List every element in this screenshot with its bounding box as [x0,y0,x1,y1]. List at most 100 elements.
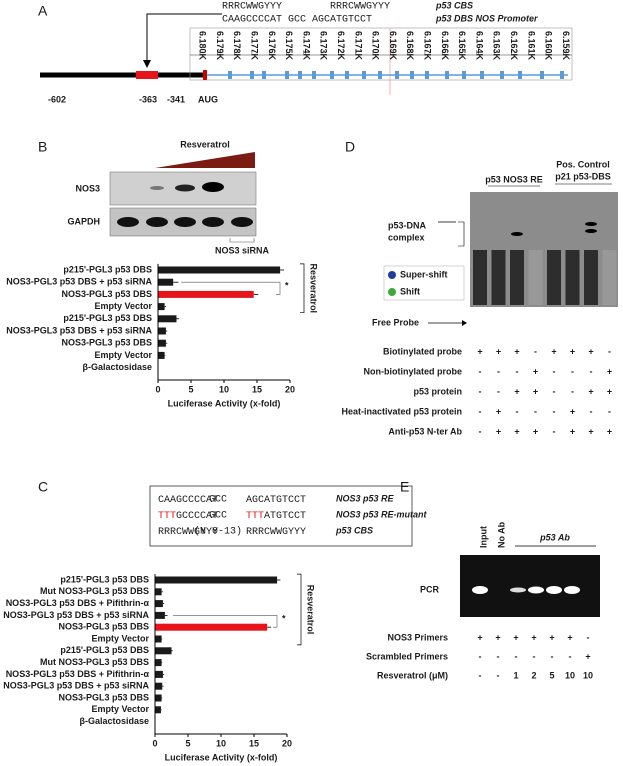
bar [158,327,166,335]
sequence-part: ATGTCCT [264,511,306,522]
bracket-label: Resveratrol [309,264,319,314]
label: 6.170K [371,31,381,61]
label: C [38,479,48,495]
bar [155,611,165,619]
cell: 1 [513,670,518,680]
arrow-line [146,13,222,66]
category-label: Empty Vector [91,704,149,714]
cell: + [588,386,593,396]
x-tick-label: 15 [252,384,262,394]
label: NOS3 siRNA [215,245,270,255]
label: 6.161K [526,31,536,61]
complex-bracket [458,221,465,247]
band [231,217,253,227]
arrow-head [143,60,151,68]
exon [330,71,334,79]
category-label: NOS3-PGL3 p53 DBS [61,289,152,299]
category-label: NOS3-PGL3 p53 DBS [58,692,149,702]
cell: - [553,406,556,416]
bar [158,315,177,323]
category-label: NOS3-PGL3 p53 DBS [61,338,152,348]
sequence-part: AGCATGTCCT [246,495,306,506]
label: 6.174K [301,31,311,61]
label: 6.179K [215,31,225,61]
exon [518,71,522,79]
cell: - [608,346,611,356]
cell: + [477,346,482,356]
x-axis-label: Luciferase Activity (x-fold) [165,752,278,762]
lane [602,250,617,305]
cell: - [479,386,482,396]
sirna-bracket [229,238,255,243]
category-label: Empty Vector [94,301,152,311]
cell: - [534,346,537,356]
label: p21 p53-DBS [555,171,611,181]
cell: + [567,632,572,642]
sequence: RRRCWWGYYY [246,527,306,538]
cell: + [549,632,554,642]
label: -602 [48,94,66,104]
label: p53 Ab [539,532,570,542]
bar [155,694,162,702]
x-tick-label: 5 [185,738,190,748]
row-label: Biotinylated probe [383,346,462,356]
cell: - [608,406,611,416]
row-label: Heat-inactivated p53 protein [341,406,462,416]
cell: + [533,426,538,436]
cell: + [607,426,612,436]
lane [473,250,487,305]
label: CAAGCCCCAT GCC AGCATGTCCT [222,15,372,26]
exon [462,71,466,79]
category-label: p215'-PGL3 p53 DBS [60,645,149,655]
band [175,184,195,192]
exon [250,71,254,79]
category-label: NOS3-PGL3 p53 DBS [58,622,149,632]
bar [158,266,281,274]
arrow-head [462,320,467,326]
label: 6.172K [336,31,346,61]
label: D [345,139,355,155]
exon [298,71,302,79]
cell: + [477,632,482,642]
x-axis-label: Luciferase Activity (x-fold) [168,398,281,408]
band [117,217,139,227]
label: complex [388,232,425,242]
exon [395,71,399,79]
cell: - [587,632,590,642]
category-label: β-Galactosidase [79,716,149,726]
cell: - [479,651,482,661]
cell: + [607,386,612,396]
cell: - [571,386,574,396]
label: GCC [209,511,227,522]
cell: - [553,366,556,376]
bar [158,351,165,359]
band [202,182,224,192]
cell: 5 [549,670,554,680]
label: (N 0-13) [194,526,242,538]
exon [560,71,564,79]
label: 6.168K [405,31,415,61]
emsa-lanes [473,222,617,305]
band [546,586,562,594]
x-tick-label: 10 [219,384,229,394]
exon [312,71,316,79]
bar [158,278,174,286]
bar [155,659,162,667]
bar [158,290,254,298]
label: p53 CBS [435,0,473,10]
cell: + [607,366,612,376]
cell: - [590,406,593,416]
category-label: Mut NOS3-PGL3 p53 DBS [40,586,149,596]
bar [158,339,166,347]
category-label: NOS3-PGL3 p53 DBS + p53 siRNA [3,681,149,691]
label: -341 [167,94,185,104]
band [146,217,168,227]
x-tick-label: 15 [249,738,259,748]
row-label: p53 protein [413,386,462,396]
pcr-gel [460,555,600,617]
ruler-box [189,27,573,81]
exon [500,71,504,79]
sequence-part: RRRCWWGYYY [246,527,306,538]
cell: + [588,426,593,436]
